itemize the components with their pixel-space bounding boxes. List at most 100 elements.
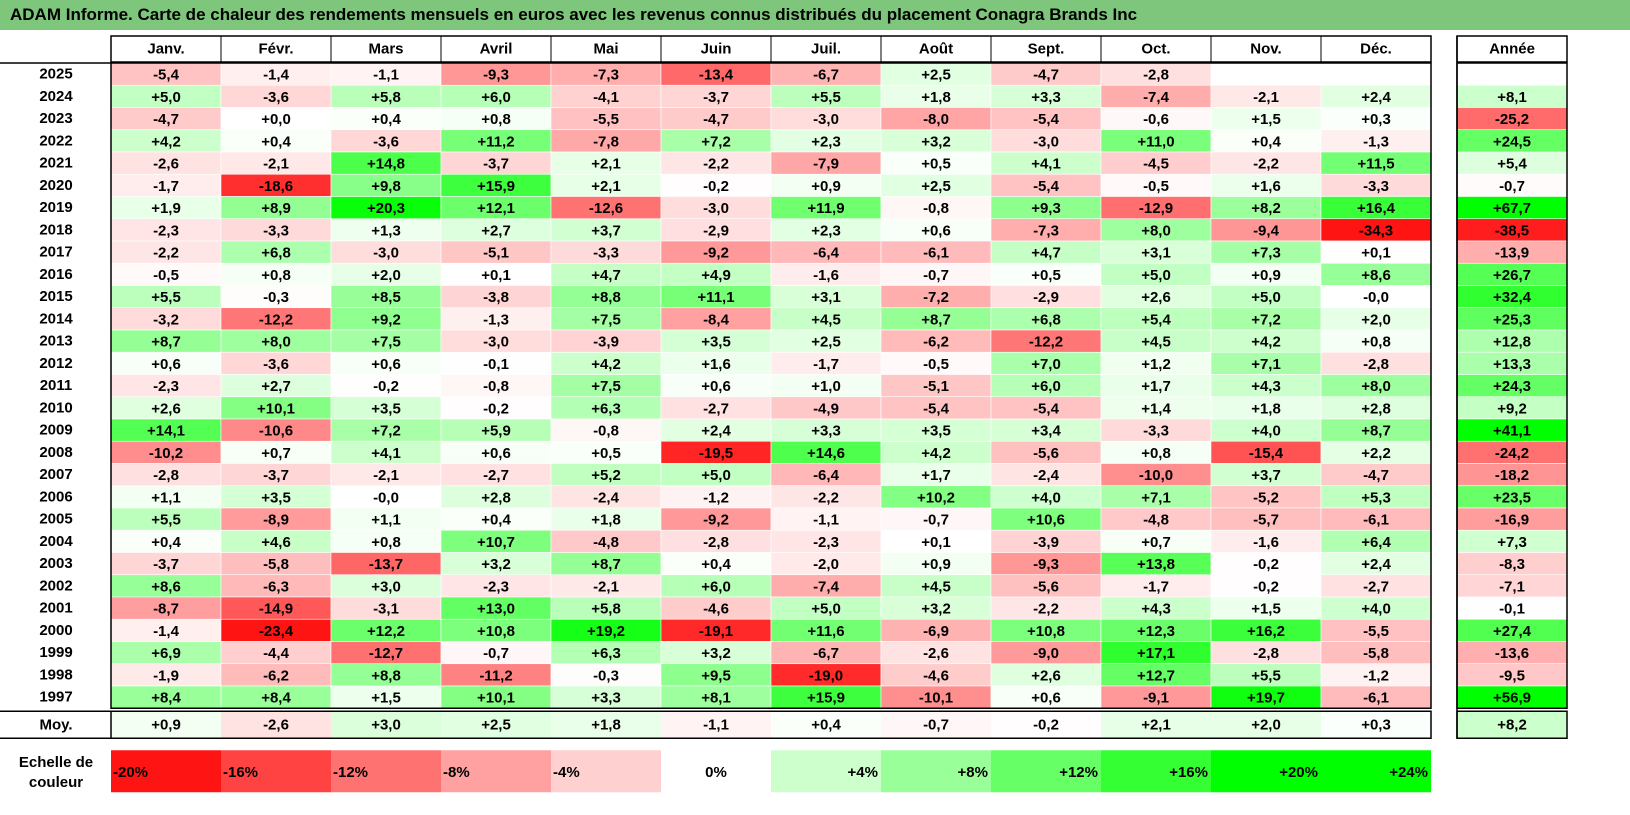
cell-value: +2,3 — [811, 222, 841, 239]
cell-value: -3,9 — [593, 334, 619, 351]
year-label: 2021 — [39, 155, 72, 172]
cell-value: -1,7 — [813, 356, 839, 373]
scale-label: -8% — [443, 764, 470, 781]
average-label: Moy. — [39, 716, 72, 733]
heatmap-row: 2013 +8,7 +8,0 +7,5 -3,0 -3,9 +3,5 +2,5 -6,2 -12,… — [39, 329, 1568, 353]
report-title: ADAM Informe. Carte de chaleur des rende… — [0, 0, 1630, 30]
cell-value: -2,9 — [1033, 289, 1059, 306]
cell-value: +5,0 — [811, 601, 841, 618]
cell-value: -0,7 — [483, 645, 509, 662]
cell-value: +0,8 — [371, 534, 401, 551]
cell-value: +8,0 — [1141, 222, 1171, 239]
year-label: 2006 — [39, 488, 72, 505]
cell-value: +16,4 — [1357, 200, 1396, 217]
scale-swatch — [661, 750, 771, 793]
cell-value: +1,1 — [151, 489, 181, 506]
cell-value: -2,8 — [1143, 67, 1169, 84]
cell-value: +10,8 — [1027, 623, 1065, 640]
heatmap-row: 2018 -2,3 -3,3 +1,3 +2,7 +3,7 -2,9 +2,3 +0,6 -7,3… — [39, 218, 1568, 242]
annual-value: -16,9 — [1495, 512, 1529, 529]
cell-value: +3,3 — [811, 423, 841, 440]
cell-value: +6,0 — [481, 89, 511, 106]
average-cell — [1101, 711, 1211, 739]
cell-value: -6,1 — [1363, 690, 1389, 707]
scale-label: +24% — [1389, 764, 1428, 781]
heatmap-row: 2017 -2,2 +6,8 -3,0 -5,1 -3,3 -9,2 -6,4 -6,1 +4,7… — [39, 240, 1568, 264]
annual-value: +26,7 — [1493, 267, 1531, 284]
color-scale: Echelle de couleur -20% -16% -12% -8% -4% 0% +4%… — [19, 750, 1431, 793]
average-cell — [551, 711, 661, 739]
cell-value: -19,5 — [699, 445, 733, 462]
cell-value: -9,3 — [1033, 556, 1059, 573]
cell-value: -9,2 — [703, 245, 729, 262]
cell-value: +10,1 — [477, 690, 515, 707]
annual-value: +23,5 — [1493, 489, 1531, 506]
cell-value: -0,5 — [1143, 178, 1169, 195]
cell-value: -1,7 — [1143, 578, 1169, 595]
cell-value: -3,0 — [373, 245, 399, 262]
cell-value: -3,0 — [813, 111, 839, 128]
cell-value: +1,2 — [1141, 356, 1171, 373]
cell-value: +1,0 — [811, 378, 841, 395]
cell-value: +0,7 — [1141, 534, 1171, 551]
cell-value: +3,5 — [701, 334, 731, 351]
scale-swatch — [1211, 750, 1321, 793]
cell-value: -5,5 — [1363, 623, 1389, 640]
annual-value: +67,7 — [1493, 200, 1531, 217]
cell-value: -1,3 — [483, 311, 509, 328]
cell-value: +3,4 — [1031, 423, 1061, 440]
cell-value: +2,3 — [811, 133, 841, 150]
cell-value: +3,1 — [811, 289, 841, 306]
cell-value: -2,7 — [1363, 578, 1389, 595]
cell-value: -0,0 — [373, 489, 399, 506]
month-header-12: Déc. — [1360, 41, 1392, 58]
cell-value: +3,3 — [591, 690, 621, 707]
cell-value: +19,2 — [587, 623, 625, 640]
cell-value: +4,9 — [701, 267, 731, 284]
cell-value: +3,0 — [371, 578, 401, 595]
cell-value: +5,5 — [151, 289, 181, 306]
scale-swatch — [771, 750, 881, 793]
cell-value: -5,8 — [1363, 645, 1389, 662]
average-value: -0,2 — [1033, 716, 1059, 733]
heatmap-row: 2003 -3,7 -5,8 -13,7 +3,2 +8,7 +0,4 -2,0 +0,9 -9,… — [39, 552, 1568, 576]
cell-value: -2,3 — [153, 222, 179, 239]
cell-value: +7,2 — [701, 133, 731, 150]
cell-value: -1,4 — [263, 67, 290, 84]
cell-value: -1,3 — [1363, 133, 1389, 150]
year-label: 1997 — [39, 689, 72, 706]
cell-value: +2,6 — [1031, 667, 1061, 684]
cell-value: +10,1 — [257, 400, 295, 417]
annual-value: +25,3 — [1493, 311, 1531, 328]
cell-value: +9,3 — [1031, 200, 1061, 217]
cell-value: -3,3 — [263, 222, 289, 239]
cell-value: +6,0 — [1031, 378, 1061, 395]
average-cell — [441, 711, 551, 739]
annual-value: +7,3 — [1497, 534, 1527, 551]
cell-value: +0,0 — [261, 111, 291, 128]
cell-value: +8,5 — [371, 289, 401, 306]
scale-swatch — [551, 750, 661, 793]
cell-value: -2,8 — [703, 534, 729, 551]
cell-value: -2,2 — [1033, 601, 1059, 618]
month-header-10: Oct. — [1141, 41, 1170, 58]
cell-value: +5,3 — [1361, 489, 1391, 506]
cell-value: -3,3 — [1363, 178, 1389, 195]
cell-value: -10,0 — [1139, 467, 1173, 484]
cell-value: +5,9 — [481, 423, 511, 440]
cell-value: +3,2 — [921, 133, 951, 150]
cell-value: +4,5 — [811, 311, 841, 328]
cell-value: +0,6 — [371, 356, 401, 373]
cell-value: +11,2 — [477, 133, 514, 150]
cell-value: +8,6 — [151, 578, 181, 595]
cell-value: -7,4 — [1143, 89, 1170, 106]
cell-value: +7,5 — [371, 334, 401, 351]
cell-value: -9,3 — [483, 67, 509, 84]
cell-value: -2,0 — [813, 556, 839, 573]
cell-value: +0,1 — [921, 534, 951, 551]
cell-value: -4,6 — [703, 601, 729, 618]
cell-value: +3,2 — [921, 601, 951, 618]
cell-value: +0,5 — [921, 156, 951, 173]
month-header-11: Nov. — [1250, 41, 1281, 58]
